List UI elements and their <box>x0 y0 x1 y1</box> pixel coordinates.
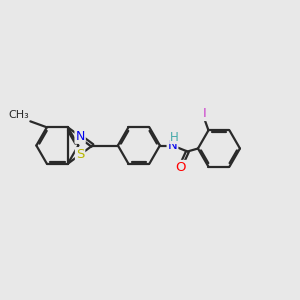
Text: CH₃: CH₃ <box>8 110 29 120</box>
Text: H: H <box>169 130 178 144</box>
Text: S: S <box>76 148 84 161</box>
Text: I: I <box>203 107 206 120</box>
Text: N: N <box>75 130 85 143</box>
Text: O: O <box>176 161 186 174</box>
Text: N: N <box>168 139 177 152</box>
